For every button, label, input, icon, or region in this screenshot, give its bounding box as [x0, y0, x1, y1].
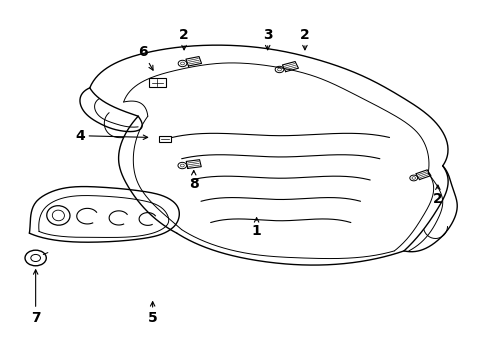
Text: 2: 2 — [432, 185, 442, 207]
Text: 1: 1 — [251, 218, 261, 238]
Text: 7: 7 — [31, 270, 41, 324]
Text: 3: 3 — [263, 28, 272, 50]
Text: 4: 4 — [75, 129, 147, 143]
Text: 8: 8 — [188, 171, 198, 190]
Text: 5: 5 — [147, 302, 157, 325]
Text: 2: 2 — [300, 28, 309, 50]
Text: 6: 6 — [138, 45, 153, 70]
Text: 2: 2 — [179, 28, 188, 50]
